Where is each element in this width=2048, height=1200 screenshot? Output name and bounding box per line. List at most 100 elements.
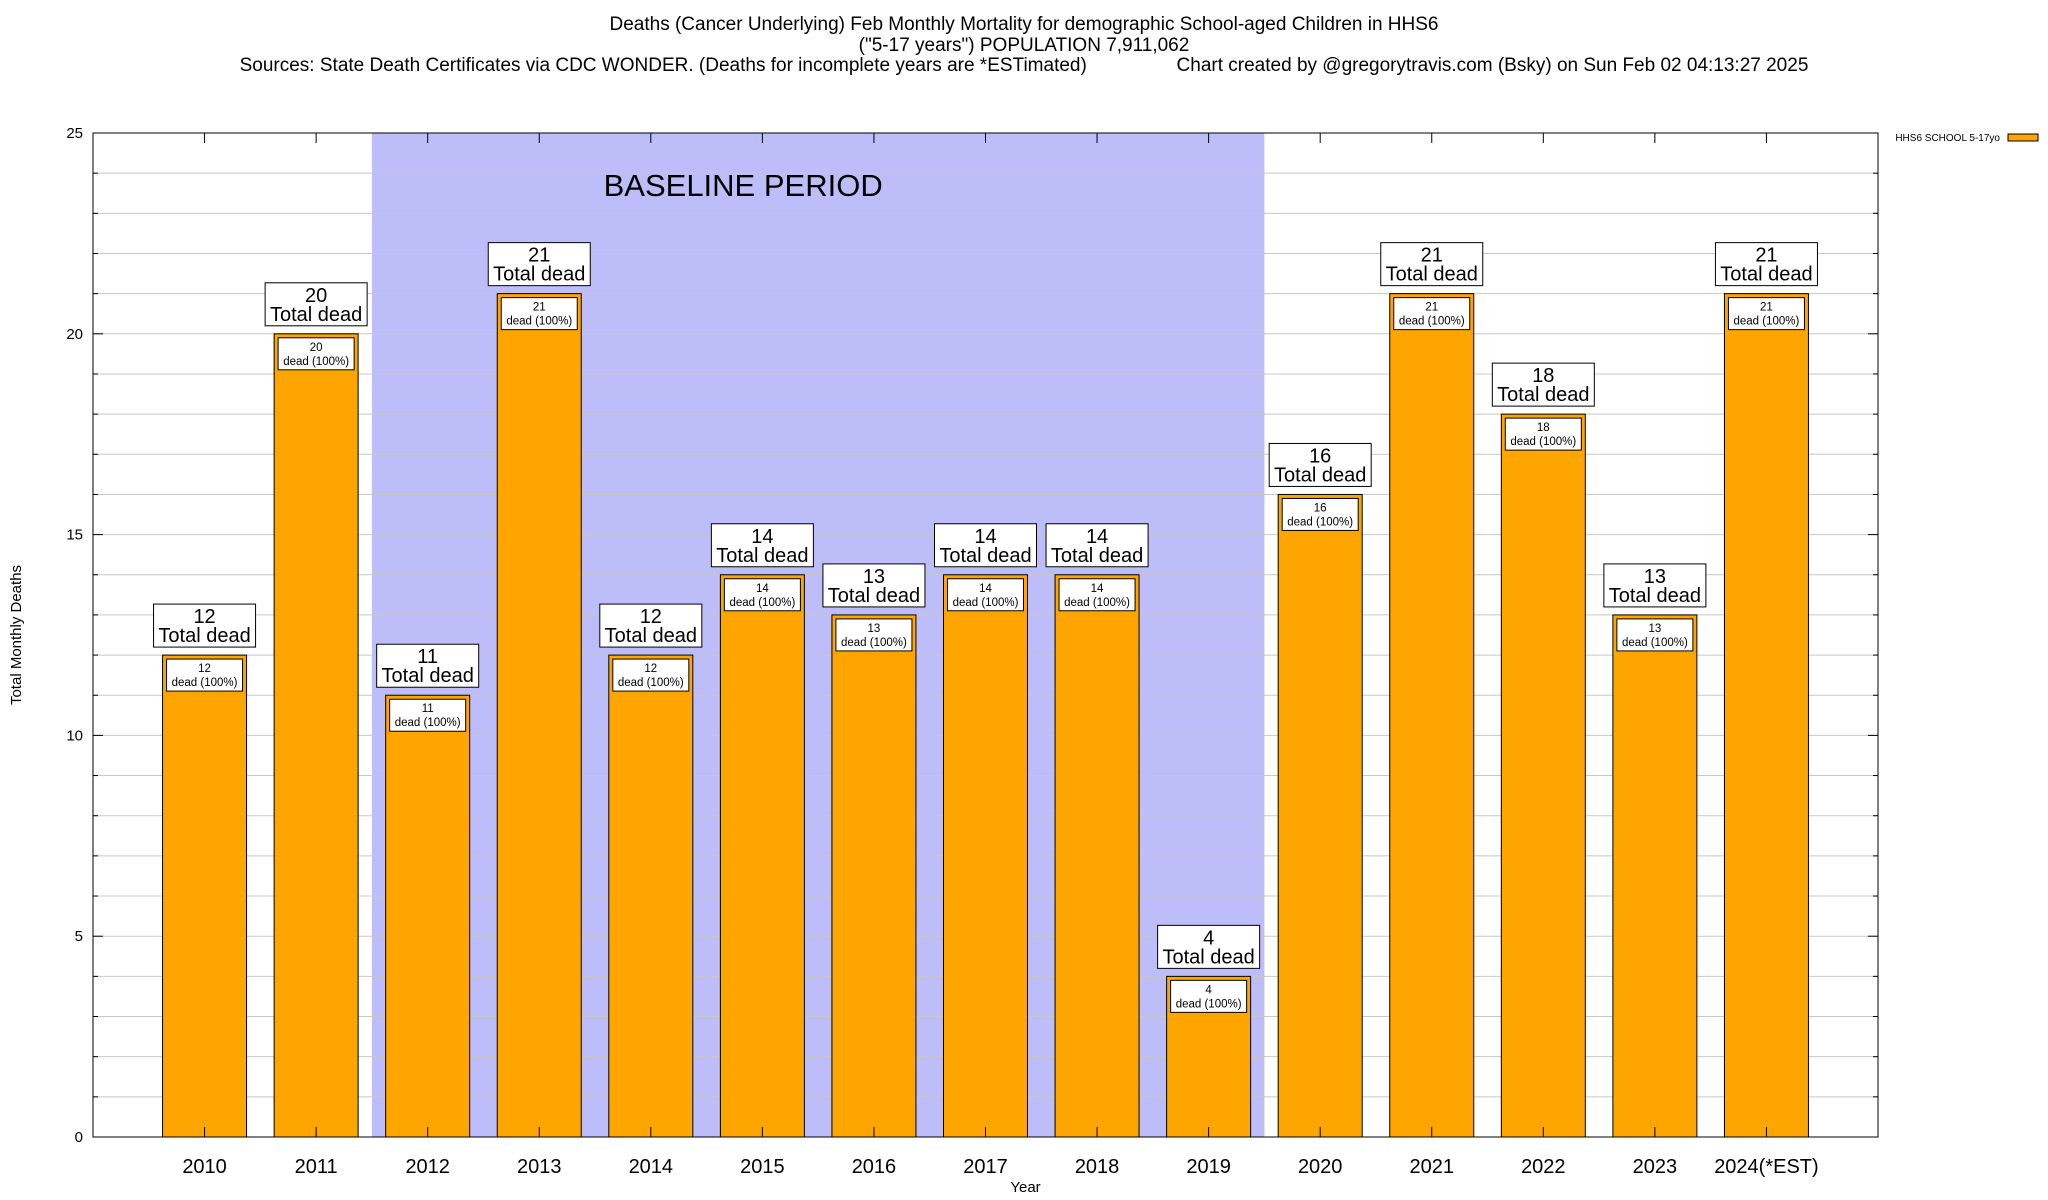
bar	[1500, 413, 1586, 1138]
bar-total-value: 12	[640, 606, 662, 628]
bar-inner-value: 12	[644, 663, 657, 675]
bar-inner-value: 14	[979, 583, 992, 595]
bar-total-value: 13	[1644, 566, 1666, 588]
x-tick-label: 2023	[1633, 1156, 1678, 1178]
bar	[1389, 293, 1475, 1138]
bar-inner-label-box	[1504, 417, 1582, 451]
bar-total-value: 4	[1203, 927, 1214, 949]
bar-total-caption: Total dead	[1162, 946, 1254, 968]
bar-total-caption: Total dead	[1720, 264, 1812, 286]
x-tick-label: 2017	[963, 1156, 1008, 1178]
bar-inner-label-box	[1058, 578, 1136, 612]
bar-total-caption: Total dead	[270, 304, 362, 326]
x-tick-label: 2013	[517, 1156, 562, 1178]
bar-inner-label-box	[947, 578, 1024, 612]
bar-inner-label: 14 dead (100%)	[947, 578, 1024, 612]
bar-inner-label-box	[1393, 297, 1471, 331]
bar-inner-value: 13	[868, 623, 881, 635]
bar-inner-label-box	[1616, 618, 1694, 652]
legend-swatch	[2007, 133, 2039, 142]
bar	[496, 293, 582, 1138]
y-tick-label: 25	[66, 125, 83, 142]
bar-total-value: 18	[1532, 365, 1554, 387]
bar	[1054, 574, 1140, 1138]
bar-inner-label: 13 dead (100%)	[835, 618, 913, 652]
bar	[1612, 614, 1698, 1138]
x-tick-label: 2014	[629, 1156, 674, 1178]
bar-inner-value: 14	[1091, 583, 1104, 595]
bar-total-caption: Total dead	[939, 545, 1031, 567]
bar-total-value: 14	[1086, 526, 1108, 548]
bar-inner-label-box	[1170, 979, 1248, 1013]
bar-total-label-box	[264, 282, 368, 327]
legend-label: HHS6 SCHOOL 5-17yo	[1895, 133, 2000, 144]
bar-total-label-box	[1045, 523, 1149, 568]
bar-inner-percent: dead (100%)	[841, 637, 907, 649]
x-tick-label: 2024(*EST)	[1714, 1156, 1819, 1178]
bar-total-label-box	[487, 242, 591, 287]
bar-total-label-box	[1380, 242, 1484, 287]
y-tick-label: 10	[66, 727, 83, 744]
bar-total-label-box	[710, 523, 814, 568]
bar-inner-percent: dead (100%)	[172, 677, 238, 689]
bar-total-caption: Total dead	[605, 625, 697, 647]
bar-inner-percent: dead (100%)	[1399, 316, 1465, 328]
bar-inner-label: 13 dead (100%)	[1616, 618, 1694, 652]
bar-inner-value: 21	[1425, 302, 1438, 314]
bar-total-value: 21	[1421, 245, 1443, 267]
bar	[385, 694, 471, 1138]
bar-inner-value: 16	[1314, 502, 1327, 514]
y-tick-label: 5	[75, 928, 83, 945]
bar-total-label-box	[1157, 924, 1261, 969]
x-tick-label: 2012	[405, 1156, 450, 1178]
chart-title: Deaths (Cancer Underlying) Feb Monthly M…	[609, 14, 1439, 35]
bar-total-value: 13	[863, 566, 885, 588]
bar-total-caption: Total dead	[1386, 264, 1478, 286]
bar-total-label-box	[1491, 362, 1595, 407]
chart-subtitle: ("5-17 years") POPULATION 7,911,062	[858, 35, 1190, 56]
bar-total-caption: Total dead	[158, 625, 250, 647]
bar-total-value: 11	[417, 646, 438, 668]
bar	[1277, 493, 1363, 1138]
bar-total-label-box	[1603, 563, 1707, 608]
bar-inner-value: 14	[756, 583, 769, 595]
bar	[162, 654, 248, 1138]
bar-inner-value: 20	[310, 342, 323, 354]
bar-inner-label: 14 dead (100%)	[723, 578, 801, 612]
bar-inner-percent: dead (100%)	[506, 316, 572, 328]
bar-total-label-box	[153, 603, 257, 648]
bar-inner-percent: dead (100%)	[1176, 998, 1242, 1010]
bar-inner-value: 21	[1760, 302, 1773, 314]
bar-total-caption: Total dead	[382, 665, 474, 687]
x-tick-label: 2015	[740, 1156, 785, 1178]
bar-total-caption: Total dead	[1497, 384, 1589, 406]
bar-inner-label-box	[835, 618, 913, 652]
x-axis: 2010 2011 2012 2013 2014 2015 2016 2017 2018 2019…	[182, 133, 1819, 1178]
bar-total-caption: Total dead	[1274, 464, 1366, 486]
bar	[719, 574, 805, 1138]
bar-inner-percent: dead (100%)	[1734, 316, 1800, 328]
x-tick-label: 2022	[1521, 1156, 1566, 1178]
bar	[943, 574, 1028, 1138]
bar-inner-label-box	[389, 698, 467, 732]
bar-total-value: 12	[193, 606, 215, 628]
y-tick-label: 15	[66, 527, 83, 544]
x-axis-title: Year	[1010, 1179, 1040, 1196]
bar-total-value: 16	[1309, 445, 1331, 467]
bar-inner-percent: dead (100%)	[1287, 516, 1353, 528]
bar	[831, 614, 917, 1138]
bar-inner-percent: dead (100%)	[1064, 597, 1130, 609]
bar-inner-percent: dead (100%)	[618, 677, 684, 689]
bar-inner-label-box	[1727, 297, 1805, 331]
